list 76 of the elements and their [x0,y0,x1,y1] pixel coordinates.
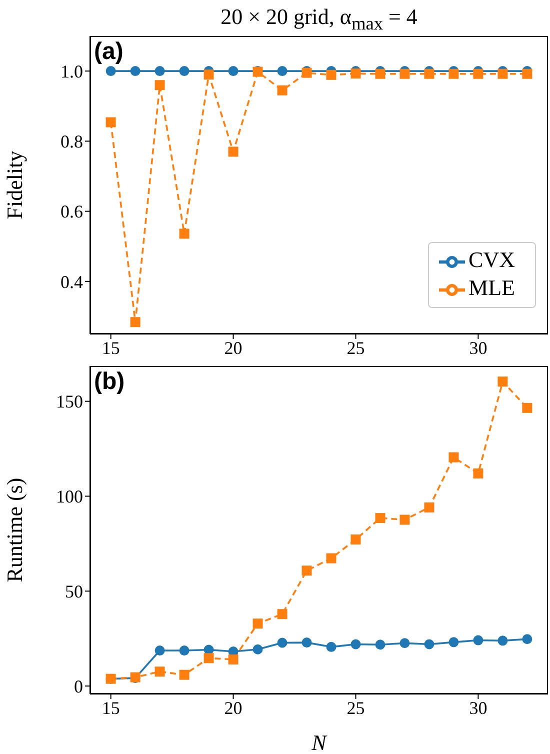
y-tick-label: 0.8 [60,132,83,152]
point [106,117,116,128]
point [473,68,484,79]
y-tick-label: 0 [74,676,83,696]
y-tick-label: 1.0 [60,61,83,82]
point [473,635,484,646]
y-axis-title: Runtime (s) [2,478,27,582]
point [424,639,434,650]
point [277,638,288,648]
point [277,609,288,620]
point [350,639,361,650]
point [375,640,386,650]
point [228,654,238,664]
point [252,618,263,629]
annotation: (a) [94,38,124,66]
point [179,66,190,76]
point [400,68,410,79]
point [204,653,214,664]
point [130,66,140,76]
point [498,68,508,79]
x-tick-label: 20 [224,698,242,718]
point [154,80,165,90]
point [375,68,386,79]
point [522,68,532,79]
x-tick-label: 30 [469,698,488,718]
point [448,68,459,79]
x-tick-label: 15 [102,698,120,718]
point [375,513,386,524]
y-axis-title: Fidelity [2,150,27,220]
point [350,534,361,544]
point [498,376,508,387]
x-tick-label: 25 [346,338,365,358]
point [448,452,459,462]
legend-label: CVX [468,247,515,272]
chart-title: 20 × 20 grid, α$_{max}$ = 4 [220,4,418,34]
x-tick-label: 25 [346,698,365,718]
y-tick-label: 50 [65,582,83,602]
y-tick-label: 0.6 [60,202,83,222]
point [522,402,532,413]
y-tick-label: 150 [56,392,83,412]
point [498,636,508,646]
point [326,553,336,564]
y-tick-label: 100 [56,486,83,507]
point [448,637,459,648]
point [302,638,312,648]
point [228,146,238,157]
point [277,85,288,96]
x-tick-label: 20 [224,338,242,358]
point [424,502,434,512]
point [179,646,190,656]
x-axis-title: N [310,730,328,754]
point [326,70,336,80]
point [522,634,532,644]
point [350,68,361,79]
x-tick-label: 30 [469,338,488,358]
point [473,468,484,478]
y-tick-label: 0.4 [60,272,83,292]
point [326,642,336,652]
point [277,66,288,76]
point [154,666,165,677]
point [252,644,263,654]
annotation: (b) [94,368,125,396]
point [204,70,214,80]
point [400,638,410,648]
point [228,66,238,76]
point [400,514,410,525]
x-tick-label: 15 [102,338,120,358]
point [130,317,140,328]
point [179,670,190,680]
point [179,228,190,239]
point [302,566,312,576]
point [424,68,434,79]
point [106,66,116,76]
legend-label: MLE [468,274,515,300]
point [154,646,165,656]
point [154,66,165,76]
